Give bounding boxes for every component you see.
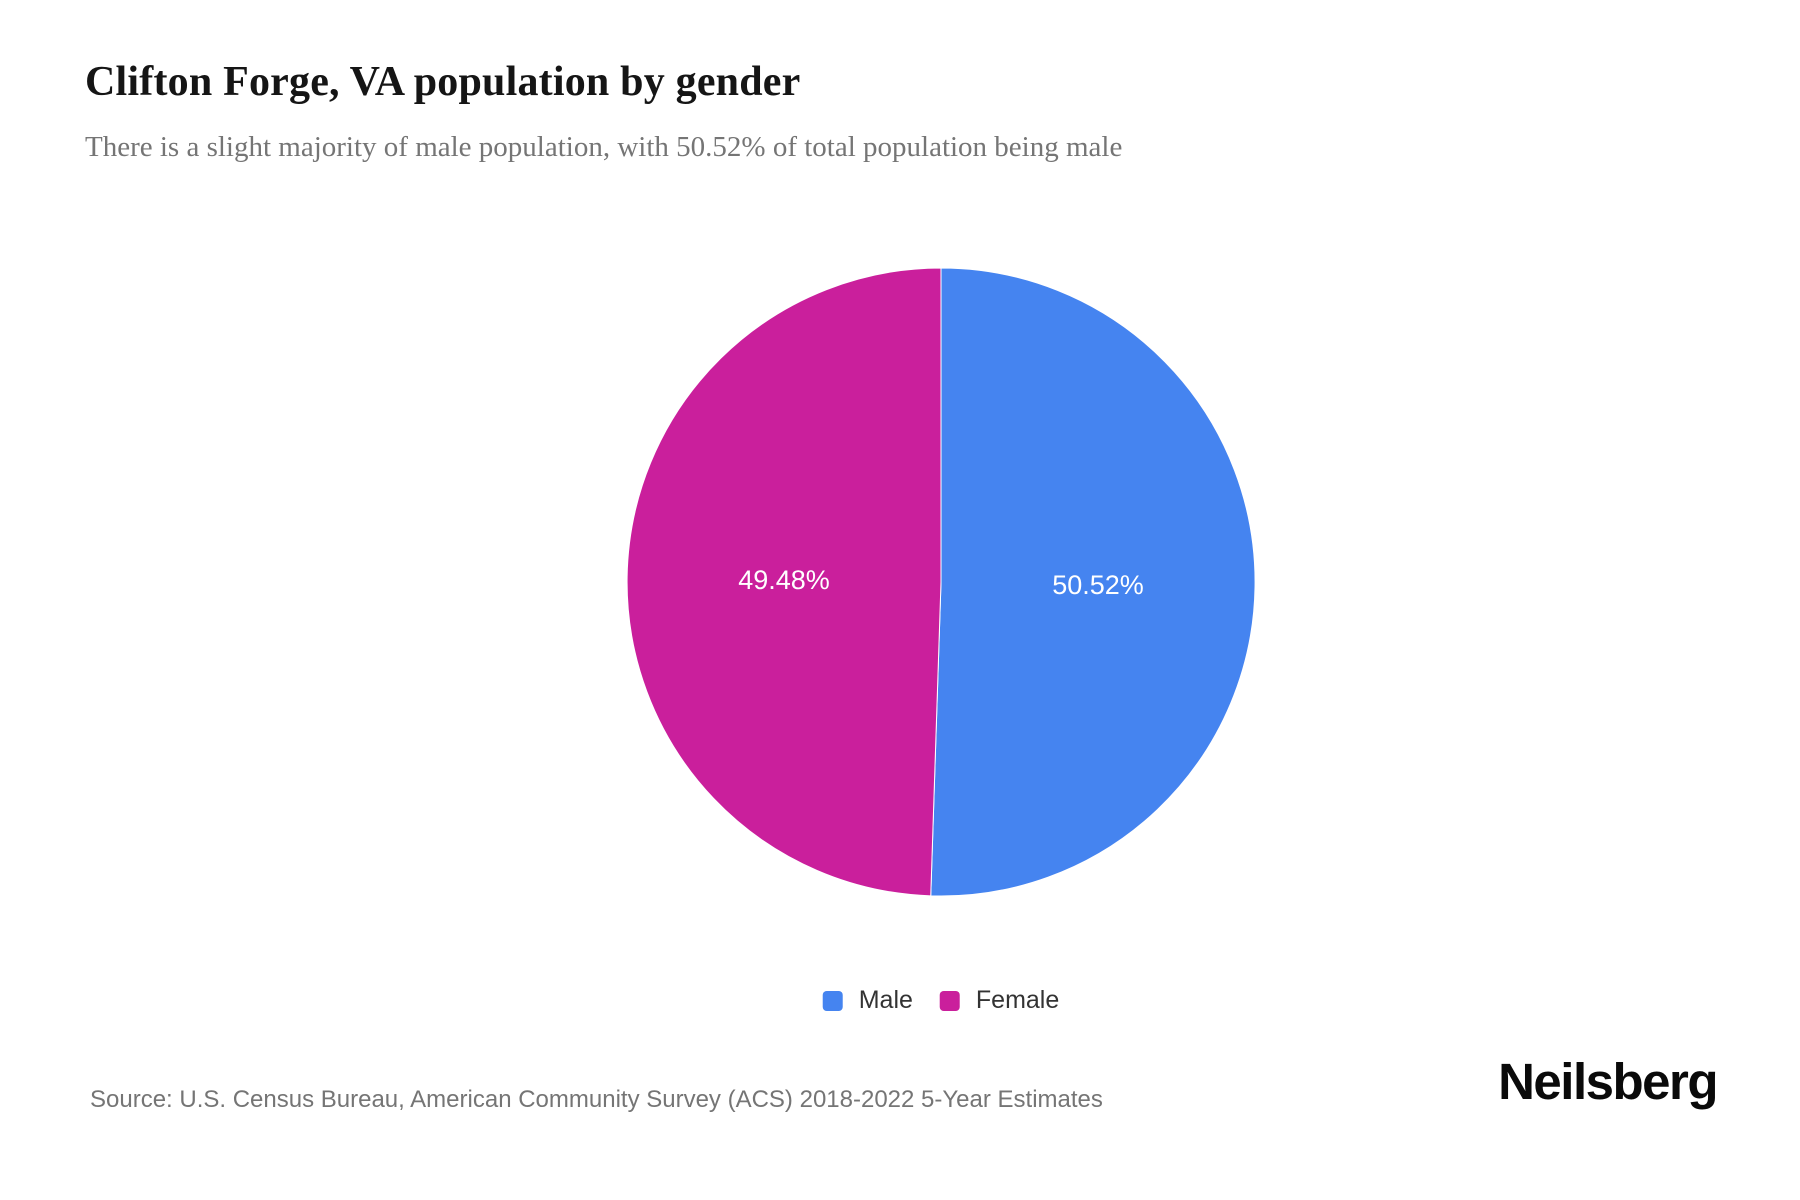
- slice-label-male: 50.52%: [1052, 570, 1144, 600]
- female-swatch-icon: [939, 990, 960, 1011]
- chart-legend: Male Female: [822, 986, 1060, 1015]
- chart-title: Clifton Forge, VA population by gender: [85, 59, 801, 105]
- legend-label-female: Female: [975, 986, 1060, 1014]
- legend-item-female[interactable]: Female: [939, 986, 1060, 1015]
- pie-slice-female[interactable]: [626, 267, 942, 897]
- brand-logo: Neilsberg: [1498, 1053, 1718, 1110]
- pie-slice-male[interactable]: [930, 267, 1256, 897]
- slice-label-female: 49.48%: [738, 565, 830, 595]
- legend-item-male[interactable]: Male: [822, 986, 913, 1015]
- male-swatch-icon: [822, 990, 843, 1011]
- source-note: Source: U.S. Census Bureau, American Com…: [90, 1086, 1103, 1113]
- pie-chart: 50.52% 49.48%: [626, 267, 1256, 897]
- chart-subtitle: There is a slight majority of male popul…: [85, 131, 1123, 163]
- pie-chart-svg: 50.52% 49.48%: [626, 267, 1256, 897]
- legend-label-male: Male: [858, 986, 913, 1014]
